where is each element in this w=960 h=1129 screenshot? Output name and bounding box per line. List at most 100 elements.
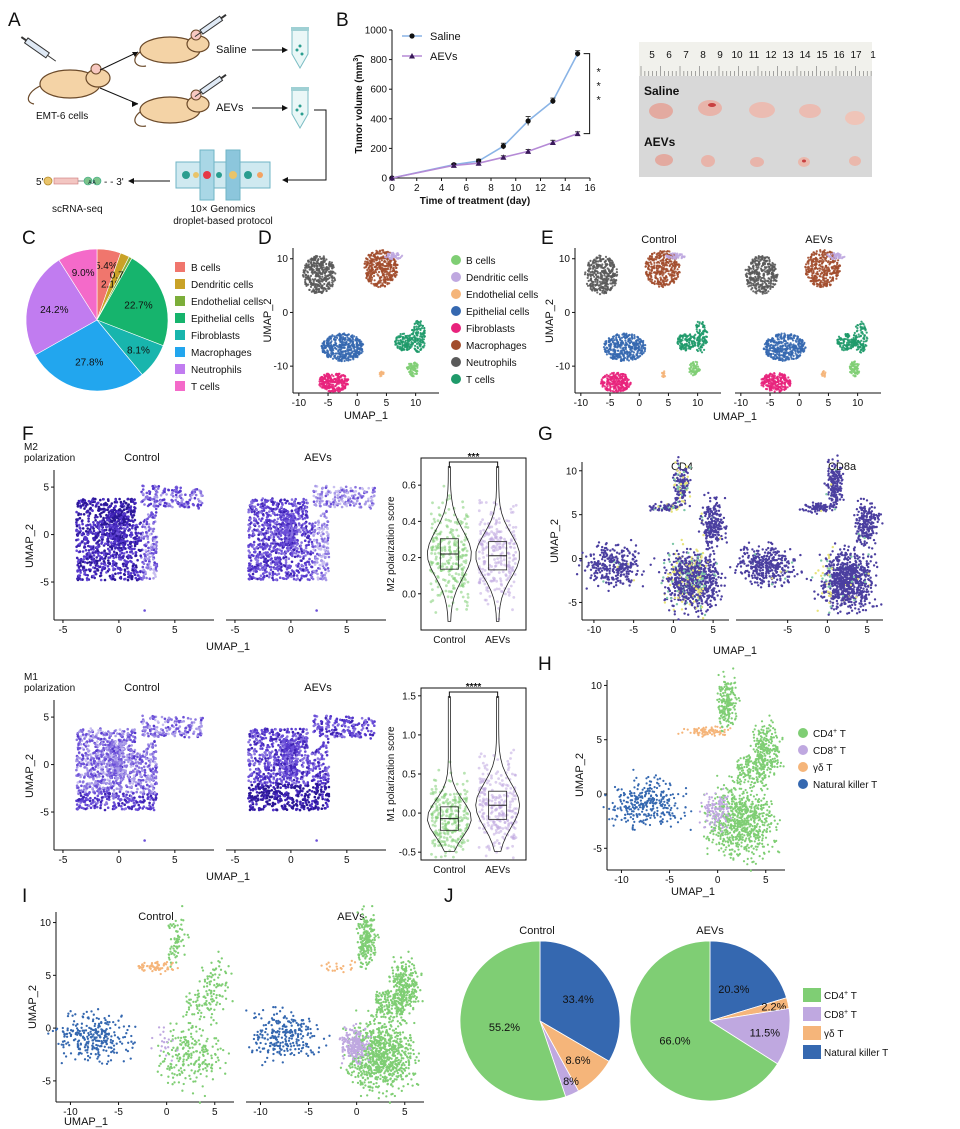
point	[617, 349, 620, 352]
point	[370, 269, 374, 272]
point	[346, 349, 349, 352]
point	[349, 341, 352, 344]
point	[757, 282, 760, 285]
point	[675, 254, 678, 257]
point	[321, 291, 324, 294]
point	[827, 260, 830, 263]
point	[315, 279, 318, 282]
point	[309, 285, 313, 288]
point	[396, 346, 399, 349]
point	[647, 278, 650, 281]
pie-c-slice	[25, 259, 98, 356]
point	[645, 262, 648, 265]
point	[614, 375, 617, 378]
point	[821, 281, 824, 284]
bead-text: A A	[88, 180, 96, 186]
point	[415, 334, 419, 337]
point	[592, 260, 595, 263]
point	[349, 339, 352, 343]
point	[837, 259, 840, 262]
point	[603, 266, 606, 269]
point	[771, 379, 774, 382]
point	[385, 256, 388, 259]
point	[608, 270, 611, 273]
point	[781, 359, 784, 362]
point	[355, 336, 358, 339]
ruler-number: 12	[765, 50, 777, 61]
point	[333, 387, 336, 390]
point	[608, 339, 612, 342]
point	[790, 351, 794, 354]
x-tick-label: 16	[584, 183, 596, 194]
pie-c-value-label: 2.1%	[101, 280, 124, 291]
point	[662, 256, 666, 259]
point	[327, 285, 330, 288]
point	[594, 288, 598, 291]
point	[767, 354, 770, 357]
point	[697, 367, 700, 370]
point	[379, 375, 382, 378]
point	[766, 262, 770, 265]
point	[655, 261, 659, 264]
point	[603, 282, 606, 285]
point	[625, 388, 628, 391]
point	[373, 284, 376, 287]
point	[647, 266, 650, 269]
point	[320, 383, 323, 386]
point	[611, 383, 614, 386]
point	[340, 350, 343, 353]
point	[339, 388, 342, 391]
point	[798, 354, 802, 357]
x-tick-label: -5	[606, 398, 615, 409]
point	[771, 266, 774, 269]
point	[679, 347, 682, 350]
point	[419, 320, 422, 323]
point	[818, 261, 821, 264]
point	[318, 271, 321, 274]
point	[663, 264, 666, 267]
point	[669, 252, 673, 255]
point	[611, 339, 614, 342]
point	[615, 279, 618, 282]
point	[648, 271, 651, 274]
point	[792, 336, 796, 340]
photo-row-saline: Saline	[644, 84, 680, 98]
point	[391, 255, 394, 258]
point	[395, 266, 398, 269]
x-tick-label: 0	[796, 398, 802, 409]
point	[653, 280, 657, 283]
point	[398, 335, 401, 338]
legend-label: Macrophages	[191, 348, 252, 359]
point	[587, 264, 590, 267]
point	[380, 256, 383, 259]
legend-swatch	[175, 279, 185, 289]
point	[763, 343, 767, 346]
point	[628, 384, 631, 387]
point	[747, 285, 750, 288]
point	[825, 259, 828, 262]
point	[409, 369, 412, 372]
point	[609, 389, 612, 392]
point	[769, 286, 772, 289]
point	[696, 361, 699, 364]
point	[754, 286, 757, 289]
point	[826, 280, 829, 283]
point	[422, 333, 425, 336]
point	[303, 270, 306, 273]
point	[354, 338, 357, 341]
legend-dot	[451, 323, 461, 333]
cluster	[384, 251, 404, 261]
point	[399, 339, 402, 342]
point	[752, 282, 755, 285]
point	[630, 333, 634, 336]
point	[688, 341, 691, 344]
point	[312, 258, 315, 261]
point	[322, 343, 325, 346]
legend-swatch	[175, 313, 185, 323]
point	[758, 272, 761, 275]
photo-row-aevs: AEVs	[644, 135, 676, 149]
point	[605, 341, 608, 344]
point	[819, 249, 822, 252]
point	[689, 335, 692, 338]
legend-swatch	[175, 381, 185, 391]
